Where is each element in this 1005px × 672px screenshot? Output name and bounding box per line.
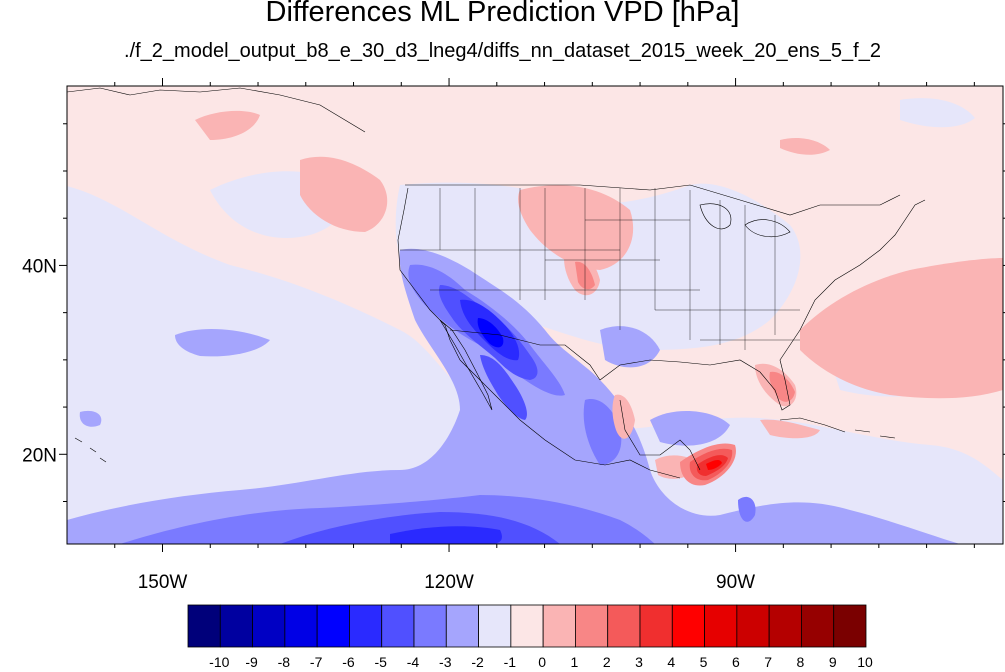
baja-california-line <box>439 319 493 411</box>
colorbar-swatch <box>833 604 867 648</box>
colorbar-swatch <box>187 604 221 648</box>
colorbar-label: -6 <box>342 654 355 670</box>
colorbar-labels: -10 -9 -8 -7 -6 -5 -4 -3 -2 -1 0 1 2 3 4 5 6 7 8 9 10 <box>209 654 873 670</box>
colorbar-label: -9 <box>245 654 258 670</box>
colorbar-label: 3 <box>635 654 643 670</box>
contour-region-pos2 <box>769 371 795 402</box>
plot-frame <box>66 85 1004 545</box>
contour-region-neg2 <box>600 326 660 368</box>
colorbar-label: 9 <box>829 654 837 670</box>
colorbar-swatch <box>704 604 738 648</box>
chart-subtitle: ./f_2_model_output_b8_e_30_d3_lneg4/diff… <box>124 40 881 62</box>
cuba-line <box>779 417 846 433</box>
lon-tick-label: 120W <box>424 572 474 593</box>
contour-region-neg6 <box>477 318 504 348</box>
contour-region-neg2 <box>175 328 270 357</box>
colorbar-swatch <box>510 604 544 648</box>
longitude-labels: 150W 120W 90W <box>138 572 755 593</box>
colorbar-swatch <box>381 604 415 648</box>
lon-tick-label: 150W <box>138 572 188 593</box>
colorbar-label: 8 <box>797 654 805 670</box>
contour-region-neg3 <box>738 496 756 522</box>
colorbar-label: 6 <box>732 654 740 670</box>
contour-region-neg2 <box>650 410 730 446</box>
colorbar-swatch <box>478 604 512 648</box>
colorbar-swatch <box>736 604 770 648</box>
lon-tick-label: 90W <box>716 572 755 593</box>
colorbar-swatch <box>575 604 609 648</box>
colorbar-label: -5 <box>374 654 387 670</box>
colorbar-label: -10 <box>209 654 229 670</box>
contour-region-neg1 <box>900 98 975 128</box>
lat-tick-label: 40N <box>22 256 57 277</box>
contour-region-pos1 <box>195 110 260 140</box>
hawaii-islands <box>74 437 107 463</box>
colorbar-swatch <box>542 604 576 648</box>
contour-region-pos1 <box>612 394 635 439</box>
colorbar-swatch <box>639 604 673 648</box>
contour-region-pos5 <box>706 460 722 470</box>
contour-region-pos1 <box>300 156 388 232</box>
colorbar-label: -3 <box>439 654 452 670</box>
us-east-coast-line <box>799 199 926 331</box>
colorbar-label: 5 <box>700 654 708 670</box>
colorbar-label: 1 <box>571 654 579 670</box>
colorbar-swatch <box>316 604 350 648</box>
colorbar-label: -2 <box>471 654 484 670</box>
great-lakes <box>699 203 791 238</box>
colorbar-swatch <box>768 604 802 648</box>
colorbar-swatch <box>671 604 705 648</box>
latitude-labels: 40N 20N <box>22 256 57 466</box>
contour-field <box>67 86 1003 544</box>
colorbar-swatch <box>252 604 286 648</box>
contour-region-neg1 <box>67 186 1003 544</box>
contour-region-pos1 <box>518 185 634 270</box>
contour-region-pos1 <box>780 138 830 155</box>
colorbar-label: 2 <box>603 654 611 670</box>
contour-region-pos1 <box>800 258 1003 399</box>
colorbar <box>187 604 867 648</box>
colorbar-swatch <box>801 604 835 648</box>
mexico-coast-line <box>459 359 681 479</box>
caribbean-islands <box>854 429 896 439</box>
colorbar-label: 10 <box>857 654 873 670</box>
colorbar-label: 0 <box>538 654 546 670</box>
contour-region-neg3 <box>583 399 622 465</box>
contour-region-pos1 <box>760 419 820 439</box>
contour-region-neg5 <box>390 526 502 544</box>
colorbar-swatch <box>284 604 318 648</box>
colorbar-label: -7 <box>310 654 323 670</box>
colorbar-swatch <box>219 604 253 648</box>
gulf-coast-line <box>599 329 801 411</box>
alaska-coast-line <box>67 87 366 133</box>
us-canada-border-line <box>405 184 901 216</box>
chart-title: Differences ML Prediction VPD [hPa] <box>265 0 740 28</box>
colorbar-swatch <box>445 604 479 648</box>
us-mexico-border-line <box>449 329 601 381</box>
colorbar-label: 4 <box>667 654 675 670</box>
yucatan-coast-line <box>619 399 701 471</box>
contour-region-neg2 <box>79 410 102 427</box>
colorbar-label: -1 <box>504 654 517 670</box>
axis-ticks <box>59 78 1005 552</box>
colorbar-swatch <box>349 604 383 648</box>
lat-tick-label: 20N <box>22 445 57 466</box>
coastlines-and-boundaries <box>67 87 926 479</box>
colorbar-swatch <box>607 604 641 648</box>
colorbar-swatch <box>413 604 447 648</box>
us-west-coast-line <box>397 187 461 361</box>
contour-region-neg1 <box>67 300 190 342</box>
contour-region-neg4 <box>480 355 527 420</box>
colorbar-label: -8 <box>278 654 291 670</box>
colorbar-label: 7 <box>764 654 772 670</box>
colorbar-label: -4 <box>407 654 420 670</box>
state-boundaries <box>400 188 800 350</box>
